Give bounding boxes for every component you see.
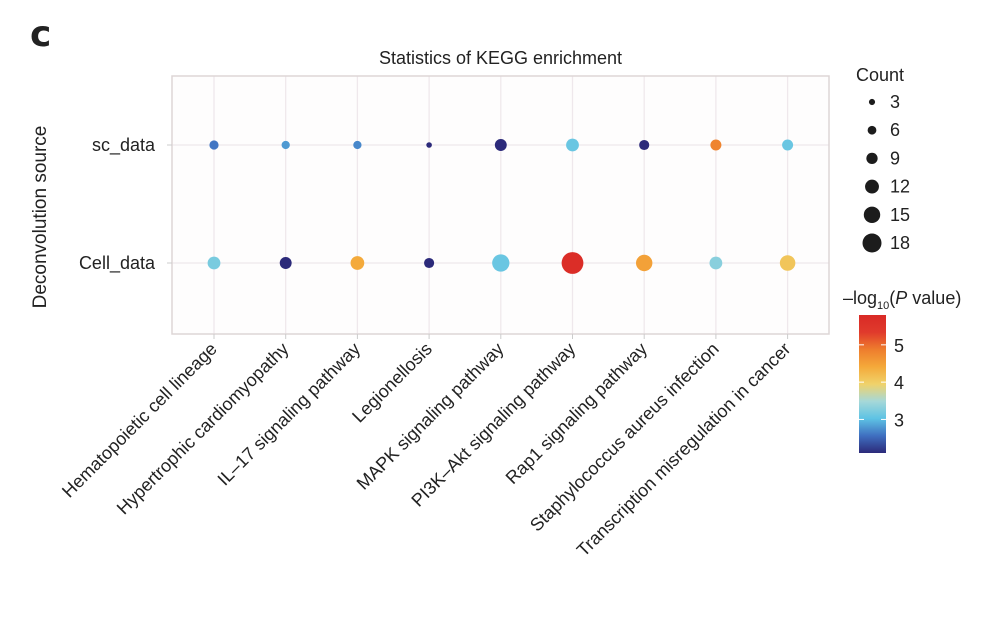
size-legend-label: 15 bbox=[890, 205, 910, 225]
colorbar bbox=[859, 315, 886, 453]
size-legend-dot bbox=[865, 179, 879, 194]
data-point bbox=[492, 254, 510, 272]
size-legend-label: 18 bbox=[890, 233, 910, 253]
colorbar-tick-label: 4 bbox=[894, 373, 904, 393]
data-point bbox=[207, 256, 221, 270]
data-point bbox=[424, 257, 435, 269]
data-point bbox=[279, 257, 292, 269]
color-legend-title-sub: 10 bbox=[877, 300, 889, 312]
color-legend-title-suffix: value) bbox=[907, 288, 961, 308]
size-legend: Count 3 6 9 12 15 18 bbox=[856, 65, 910, 253]
data-point bbox=[494, 139, 507, 151]
size-legend-dot bbox=[862, 233, 882, 253]
panel-label: c bbox=[30, 14, 52, 55]
x-tick-label: IL–17 signaling pathway bbox=[214, 339, 365, 490]
color-legend-title-prefix: –log bbox=[843, 288, 877, 308]
size-legend-dot bbox=[863, 206, 881, 224]
color-legend-title-p: P bbox=[895, 288, 907, 308]
y-axis-label: Deconvolution source bbox=[30, 126, 51, 309]
chart-title: Statistics of KEGG enrichment bbox=[379, 48, 622, 68]
grid-lines bbox=[172, 76, 829, 334]
y-axis: sc_data Cell_data bbox=[79, 135, 172, 274]
size-legend-dot bbox=[867, 125, 877, 135]
x-tick-label: Rap1 signaling pathway bbox=[502, 339, 651, 488]
x-tick-label: MAPK signaling pathway bbox=[353, 339, 508, 494]
data-point bbox=[281, 140, 290, 150]
data-point bbox=[639, 139, 650, 151]
size-legend-label: 3 bbox=[890, 92, 900, 112]
size-legend-label: 12 bbox=[890, 177, 910, 197]
y-tick-label: sc_data bbox=[92, 135, 156, 156]
size-legend-label: 6 bbox=[890, 120, 900, 140]
data-point bbox=[779, 255, 796, 271]
data-point bbox=[709, 256, 723, 270]
data-points bbox=[207, 138, 796, 274]
size-legend-dot bbox=[866, 152, 878, 165]
color-legend-title: –log10(P value) bbox=[843, 288, 961, 312]
y-tick-label: Cell_data bbox=[79, 253, 156, 274]
data-point bbox=[636, 254, 653, 272]
colorbar-tick-label: 5 bbox=[894, 336, 904, 356]
data-point bbox=[353, 140, 362, 150]
color-legend: –log10(P value) 3 4 5 bbox=[843, 288, 961, 453]
data-point bbox=[710, 139, 722, 151]
data-point bbox=[566, 138, 579, 152]
size-legend-title: Count bbox=[856, 65, 904, 85]
data-point bbox=[350, 256, 365, 270]
size-legend-label: 9 bbox=[890, 148, 900, 168]
data-point bbox=[209, 140, 219, 150]
data-point bbox=[426, 142, 432, 148]
colorbar-tick-label: 3 bbox=[894, 410, 904, 430]
color-legend-title-paren: ( bbox=[889, 288, 895, 308]
size-legend-dot bbox=[868, 98, 876, 106]
data-point bbox=[782, 139, 794, 151]
data-point bbox=[561, 252, 584, 274]
